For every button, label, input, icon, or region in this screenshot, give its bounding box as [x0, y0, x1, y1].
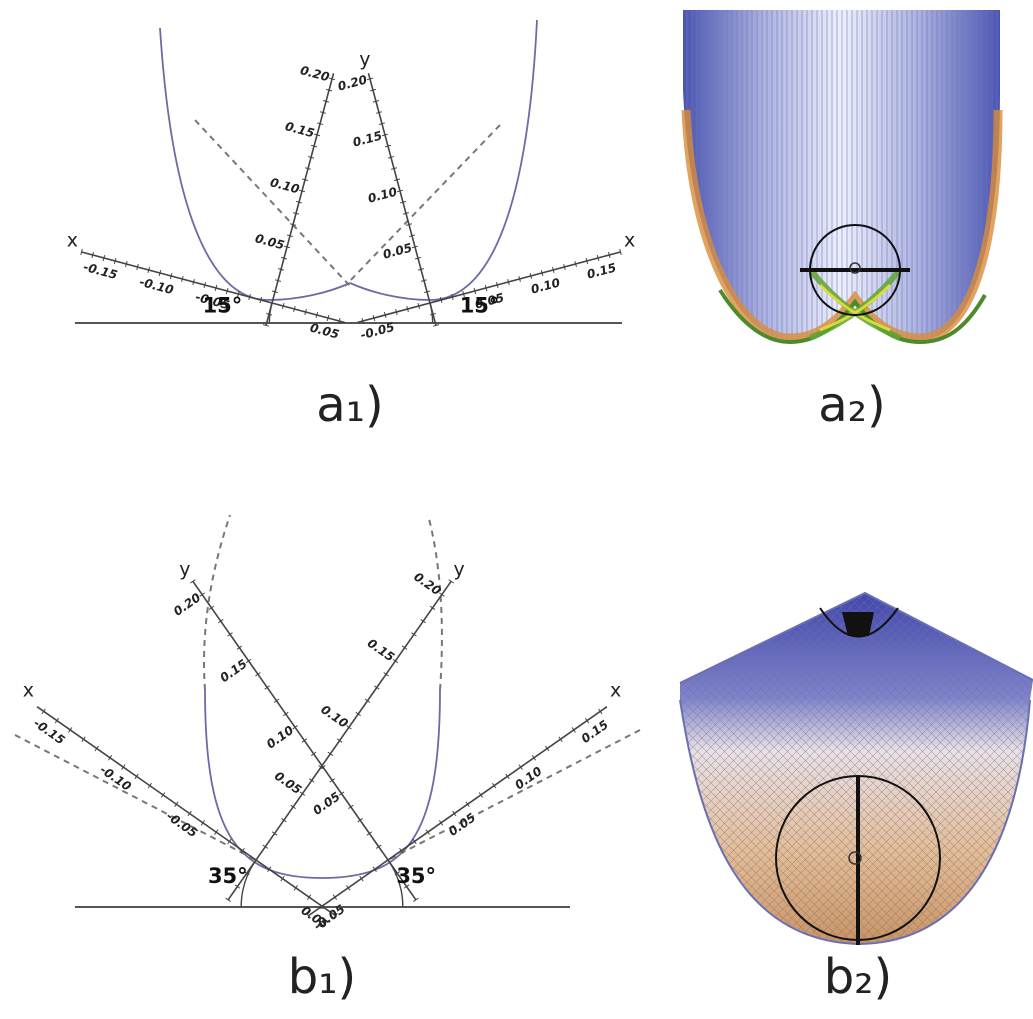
x-axis-label: x	[610, 679, 621, 701]
y-tick-label: 0.10	[318, 702, 350, 730]
y-tick-label: 0.15	[284, 119, 316, 140]
angle-label: 15°	[203, 294, 243, 318]
panel-caption: a₂)	[818, 377, 885, 433]
angle-arc	[430, 303, 433, 323]
y-tick-label: 0.20	[171, 590, 203, 618]
dashed-line	[345, 125, 500, 286]
y-tick-label: 0.10	[269, 175, 301, 196]
x-tick-label: 0.10	[529, 275, 561, 296]
x-tick-label: -0.05	[164, 809, 200, 840]
dashed-curve	[428, 515, 442, 690]
y-axis-label: y	[359, 48, 370, 70]
angle-arc	[269, 303, 272, 323]
x-tick-label: -0.10	[138, 275, 175, 297]
a1-curves	[75, 20, 622, 323]
y-tick-label: 0.05	[272, 769, 304, 797]
x-axis-label: x	[23, 679, 34, 701]
figure: a₁) a₂) b₁) b₂) -0.15-0.10-0.050.050.050…	[0, 0, 1033, 1019]
y-tick-label: 0.20	[299, 63, 331, 84]
y-axis-label: y	[179, 558, 190, 580]
y-tick-label: 0.05	[381, 241, 413, 262]
y-axis	[266, 73, 334, 325]
x-tick-label: -0.10	[97, 762, 133, 793]
y-tick-label: 0.20	[411, 570, 443, 598]
dashed-line	[388, 730, 640, 860]
y-tick-label: 0.10	[366, 185, 398, 206]
x-axis-label: x	[67, 230, 78, 252]
angle-label: 35°	[208, 864, 248, 888]
x-tick-label: 0.15	[585, 260, 617, 281]
angle-label: 35°	[396, 864, 436, 888]
y-tick-label: 0.10	[264, 723, 296, 751]
curve	[350, 20, 537, 300]
page: a₁) a₂) b₁) b₂) -0.15-0.10-0.050.050.050…	[0, 0, 1033, 1019]
angle-label: 15°	[460, 294, 500, 318]
x-tick-label: -0.15	[82, 260, 119, 282]
y-tick-label: 0.15	[365, 636, 397, 664]
y-tick-label: 0.05	[254, 231, 286, 252]
a2-image	[683, 10, 1000, 342]
x-tick-label: -0.15	[31, 716, 67, 747]
panel-caption: b₂)	[824, 949, 892, 1005]
y-tick-label: 0.15	[351, 129, 383, 150]
y-tick-label: 0.20	[336, 72, 368, 93]
b2-image	[680, 590, 1033, 950]
y-axis-label: y	[454, 558, 465, 580]
x-axis-label: x	[624, 230, 635, 252]
x-tick-label: 0.15	[579, 717, 611, 745]
dashed-line	[15, 735, 256, 860]
panel-caption: a₁)	[316, 377, 383, 433]
dashed-line	[195, 120, 350, 286]
x-tick-label: 0.05	[446, 810, 478, 838]
panel-caption: b₁)	[288, 949, 356, 1005]
y-tick-label: 0.15	[217, 657, 249, 685]
y-tick-label: 0.05	[310, 789, 342, 817]
